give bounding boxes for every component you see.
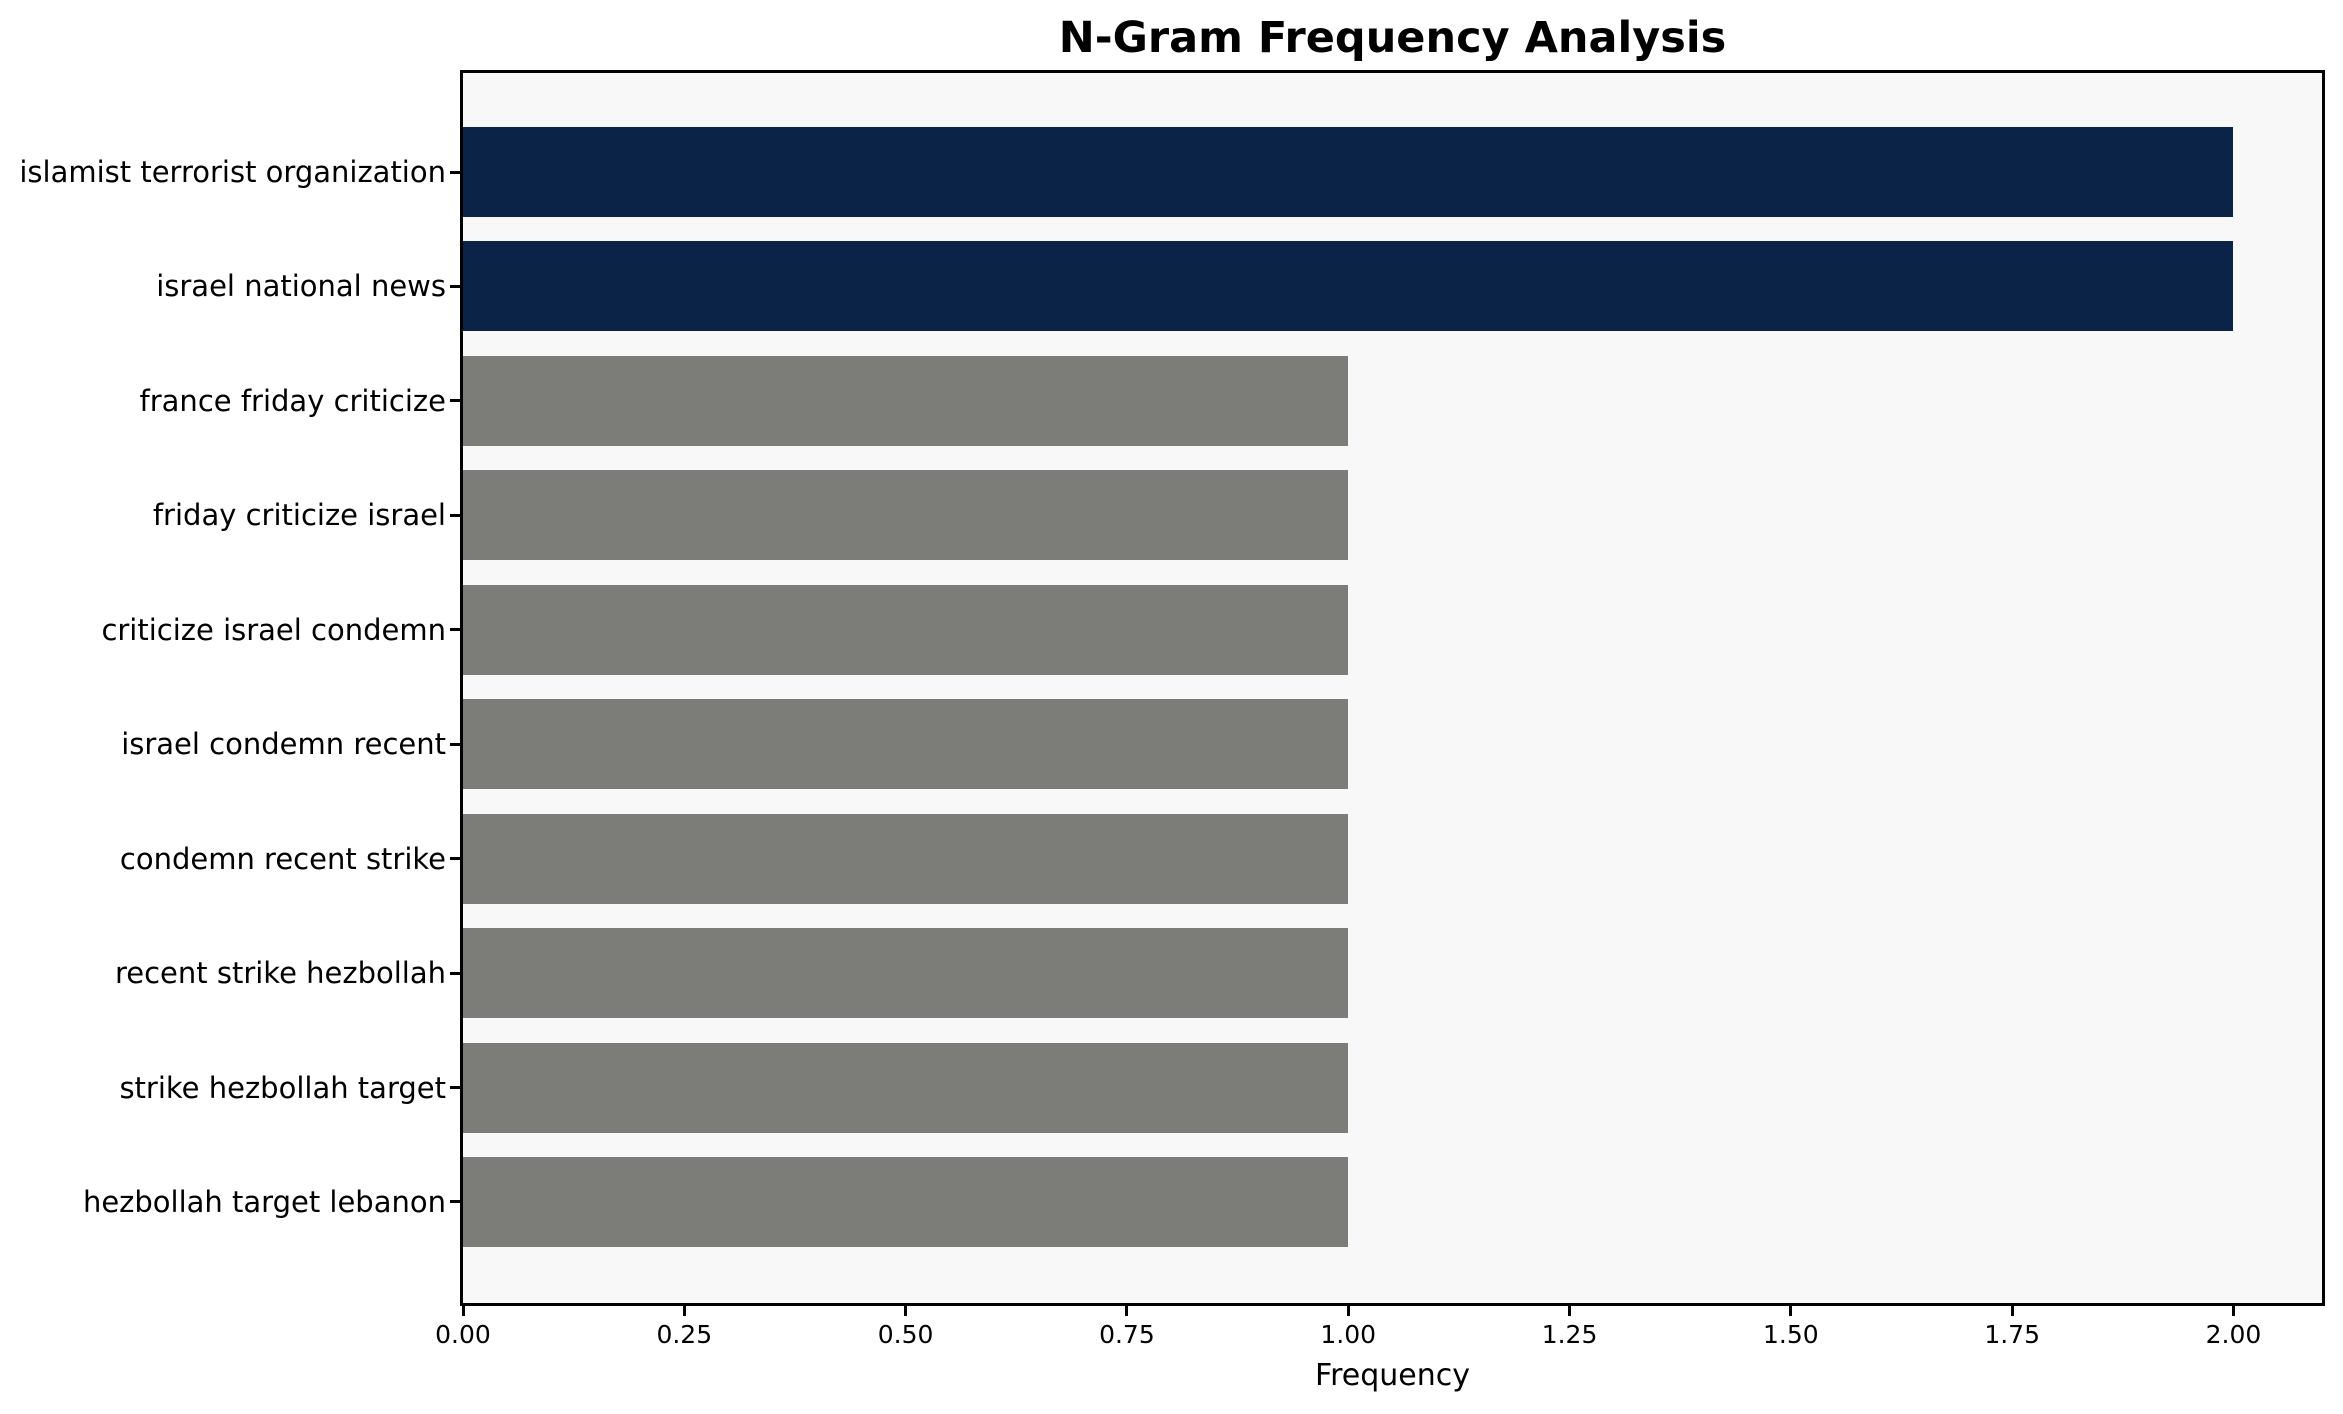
x-tick-mark (461, 1306, 465, 1316)
y-tick-mark (450, 742, 460, 746)
bar (463, 584, 1349, 675)
y-tick-label: israel national news (156, 269, 446, 304)
y-tick-label: criticize israel condemn (101, 612, 446, 647)
y-tick-mark (450, 1200, 460, 1204)
x-tick-mark (1789, 1306, 1793, 1316)
x-tick-label: 1.00 (1320, 1320, 1377, 1349)
bar (463, 928, 1349, 1019)
x-tick-label: 0.25 (656, 1320, 713, 1349)
y-tick-mark (450, 284, 460, 288)
y-tick-label: recent strike hezbollah (114, 956, 446, 991)
y-tick-mark (450, 513, 460, 517)
y-tick-label: islamist terrorist organization (19, 155, 446, 189)
y-tick-label: condemn recent strike (119, 841, 446, 876)
x-tick-mark (1125, 1306, 1129, 1316)
bar (463, 127, 2234, 217)
x-axis-label: Frequency (1315, 1358, 1470, 1393)
y-tick-mark (450, 628, 460, 632)
y-tick-mark (450, 170, 460, 174)
y-tick-label: strike hezbollah target (119, 1070, 446, 1105)
bar (463, 699, 1349, 790)
bar (463, 355, 1349, 446)
y-tick-mark (450, 857, 460, 861)
x-tick-mark (2010, 1306, 2014, 1316)
x-tick-label: 0.50 (877, 1320, 934, 1349)
bar (463, 1156, 1349, 1247)
x-tick-label: 1.75 (1984, 1320, 2040, 1349)
plot-area (460, 70, 2325, 1306)
y-tick-label: friday criticize israel (152, 498, 446, 533)
y-tick-mark (450, 1086, 460, 1090)
x-tick-label: 2.00 (2205, 1320, 2262, 1349)
x-tick-label: 1.50 (1763, 1320, 1819, 1349)
bar (463, 470, 1349, 561)
y-tick-mark (450, 971, 460, 975)
x-tick-label: 0.00 (435, 1320, 491, 1349)
x-tick-mark (2231, 1306, 2235, 1316)
y-tick-mark (450, 399, 460, 403)
bar (463, 241, 2234, 332)
chart-title: N-Gram Frequency Analysis (1058, 13, 1727, 63)
y-tick-label: hezbollah target lebanon (82, 1184, 446, 1219)
x-tick-mark (1346, 1306, 1350, 1316)
bar (463, 813, 1349, 904)
x-tick-mark (904, 1306, 908, 1316)
y-axis-tick-labels: islamist terrorist organization israel na… (0, 0, 446, 1414)
y-tick-label: israel condemn recent (121, 727, 446, 762)
x-tick-label: 1.25 (1541, 1320, 1598, 1349)
x-tick-label: 0.75 (1099, 1320, 1155, 1349)
bar (463, 1042, 1349, 1133)
y-tick-label: france friday criticize (139, 383, 446, 418)
x-tick-mark (682, 1306, 686, 1316)
x-tick-mark (1568, 1306, 1572, 1316)
